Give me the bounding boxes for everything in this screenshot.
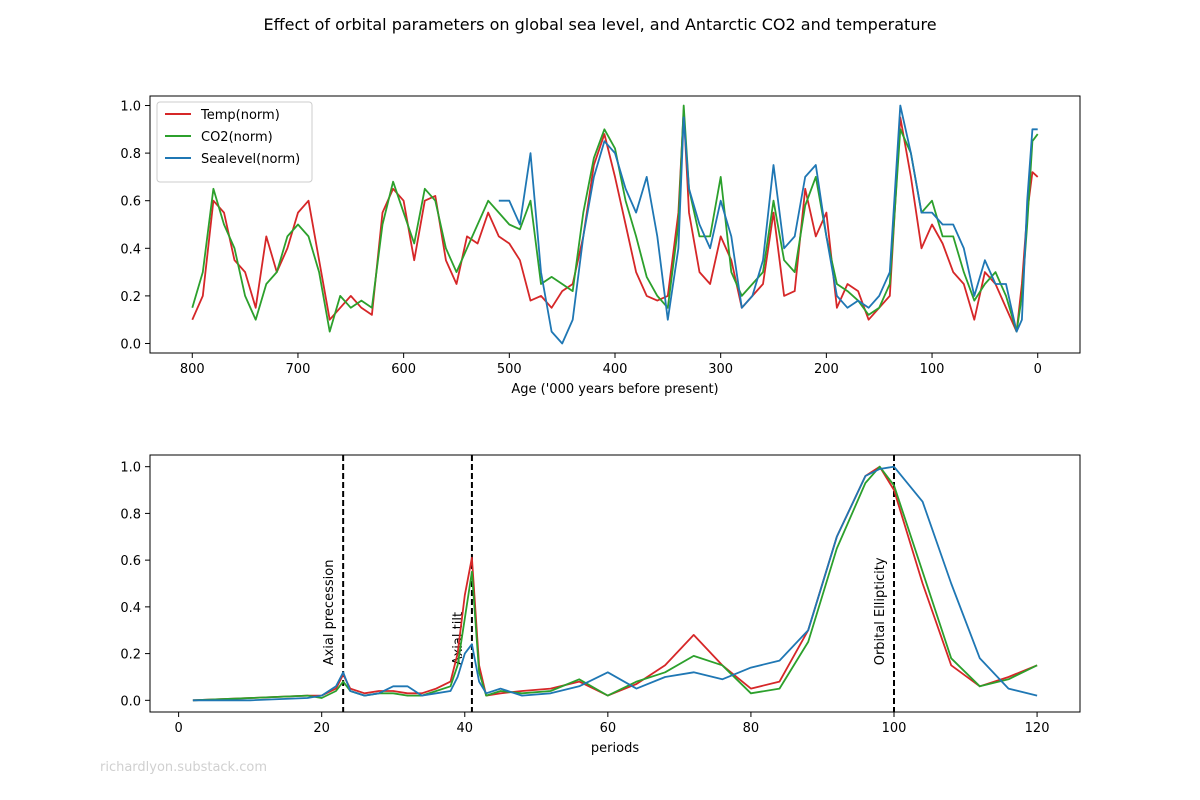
y-tick-label-0-3: 0.6 bbox=[120, 195, 141, 210]
x-tick-label-1-1: 20 bbox=[313, 721, 330, 736]
y-tick-label-0-1: 0.2 bbox=[120, 290, 141, 305]
figure-title: Effect of orbital parameters on global s… bbox=[263, 15, 936, 34]
y-tick-label-1-5: 1.0 bbox=[120, 461, 141, 476]
x-tick-label-0-1: 700 bbox=[286, 362, 311, 377]
top-panel-timeseries: 800 700 600 500 400 300 200 100 0 0.0 0.2 0.4 0.6 0.8… bbox=[120, 95, 1081, 397]
vline-label-2: Orbital Ellipticity bbox=[873, 557, 888, 665]
x-tick-label-0-0: 800 bbox=[180, 362, 205, 377]
series-line-0-2 bbox=[498, 104, 1038, 345]
vline-label-1: Axial tilt bbox=[451, 612, 466, 665]
bottom-panel-periodogram: Axial precession Axial tilt Orbital Ellipt… bbox=[120, 454, 1081, 756]
legend-label-1: CO2(norm) bbox=[201, 130, 273, 145]
legend-box bbox=[156, 101, 313, 183]
x-tick-label-1-4: 80 bbox=[743, 721, 760, 736]
x-tick-label-1-0: 0 bbox=[174, 721, 182, 736]
series-line-0-0 bbox=[191, 109, 1039, 333]
legend-label-0: Temp(norm) bbox=[200, 108, 280, 123]
x-tick-label-0-5: 300 bbox=[708, 362, 733, 377]
x-tick-label-0-3: 500 bbox=[497, 362, 522, 377]
watermark: richardlyon.substack.com bbox=[100, 760, 267, 775]
vline-label-0: Axial precession bbox=[322, 560, 337, 666]
series-line-1-2 bbox=[192, 465, 1038, 702]
bottom-series-lines bbox=[192, 465, 1038, 702]
x-tick-label-0-6: 200 bbox=[814, 362, 839, 377]
y-tick-label-0-0: 0.0 bbox=[120, 337, 141, 352]
x-tick-label-1-3: 60 bbox=[600, 721, 617, 736]
top-axes: 800 700 600 500 400 300 200 100 0 0.0 0.2 0.4 0.6 0.8… bbox=[120, 95, 1081, 377]
y-tick-label-1-0: 0.0 bbox=[120, 694, 141, 709]
x-tick-label-1-6: 120 bbox=[1025, 721, 1050, 736]
y-tick-label-1-3: 0.6 bbox=[120, 554, 141, 569]
y-tick-label-0-4: 0.8 bbox=[120, 147, 141, 162]
y-tick-label-1-4: 0.8 bbox=[120, 507, 141, 522]
x-tick-label-0-4: 400 bbox=[603, 362, 628, 377]
bottom-axes: 0 20 40 60 80 100 120 0.0 0.2 0.4 0.6 0.8 1.0 bbox=[120, 454, 1081, 736]
y-tick-label-0-2: 0.4 bbox=[120, 242, 141, 257]
x-tick-label-1-2: 40 bbox=[456, 721, 473, 736]
axes-frame-1 bbox=[149, 454, 1081, 713]
x-tick-label-1-5: 100 bbox=[882, 721, 907, 736]
legend: Temp(norm) CO2(norm) Sealevel(norm) bbox=[156, 101, 313, 183]
legend-label-2: Sealevel(norm) bbox=[201, 152, 300, 167]
y-tick-label-1-1: 0.2 bbox=[120, 648, 141, 663]
top-x-axis-label: Age ('000 years before present) bbox=[511, 382, 718, 397]
bottom-x-axis-label: periods bbox=[591, 741, 639, 756]
x-tick-label-0-7: 100 bbox=[920, 362, 945, 377]
x-tick-label-0-2: 600 bbox=[391, 362, 416, 377]
x-tick-label-0-8: 0 bbox=[1034, 362, 1042, 377]
top-series-lines bbox=[191, 104, 1039, 345]
y-tick-label-1-2: 0.4 bbox=[120, 601, 141, 616]
y-tick-label-0-5: 1.0 bbox=[120, 100, 141, 115]
bottom-plot-area bbox=[150, 455, 1080, 712]
